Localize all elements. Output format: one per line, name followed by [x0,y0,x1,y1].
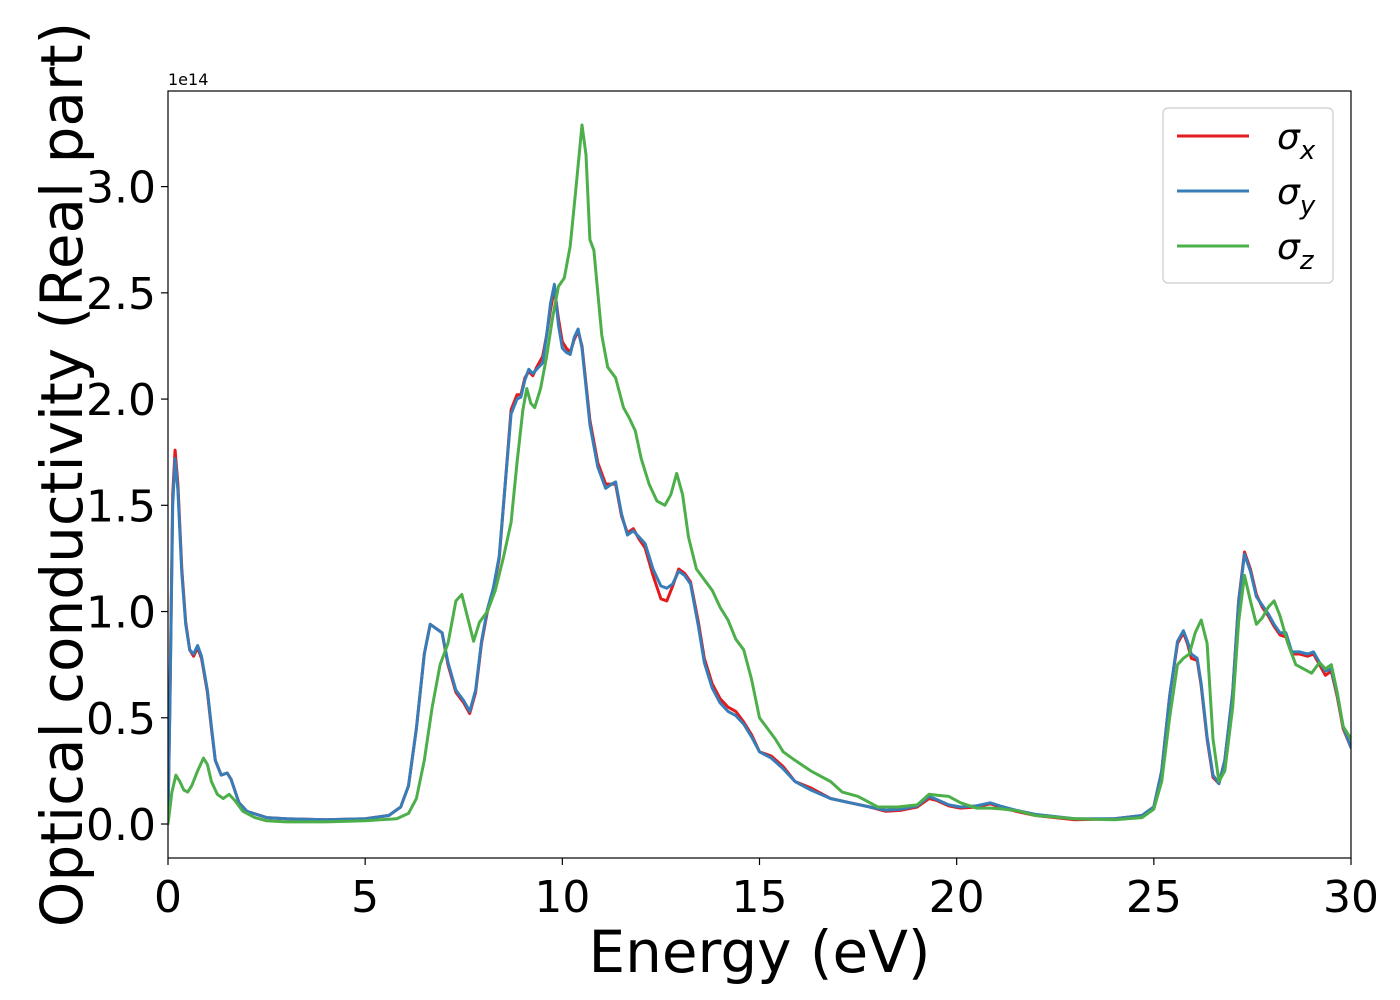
y-axis-label: Optical conductivity (Real part) [28,22,96,927]
series-line-y [168,282,1351,822]
y-tick-label: 1.5 [86,481,156,532]
legend-symbol: σ [1277,172,1301,213]
y-offset-label: 1e14 [168,70,208,89]
y-tick-label: 2.0 [86,375,156,426]
y-tick-label: 1.0 [86,588,156,639]
series-line-z [168,123,1351,826]
x-tick-label: 15 [732,872,788,923]
legend-label-x: σx [1277,117,1316,166]
y-tick-label: 0.0 [86,800,156,851]
series-line-x [168,287,1351,822]
x-tick-label: 10 [534,872,590,923]
x-tick-label: 25 [1126,872,1182,923]
legend-subscript: y [1299,191,1316,221]
y-tick-label: 0.5 [86,694,156,745]
legend-symbol: σ [1277,117,1301,158]
x-tick-label: 0 [154,872,182,923]
y-tick-label: 2.5 [86,269,156,320]
legend-symbol: σ [1277,227,1301,268]
x-axis-label: Energy (eV) [588,918,930,986]
legend-label-y: σy [1277,172,1316,221]
x-tick-label: 5 [351,872,379,923]
series-layer [168,123,1351,826]
legend-subscript: z [1299,246,1315,276]
legend-label-z: σz [1277,227,1315,276]
x-tick-label: 30 [1323,872,1379,923]
y-tick-label: 3.0 [86,163,156,214]
legend-subscript: x [1299,136,1316,166]
legend-box [1162,107,1334,284]
ticks-layer: 0 5 10 15 20 25 30 0.0 0.5 1.0 1.5 2.0 2.5 3.0 [86,163,1379,923]
x-tick-label: 20 [929,872,985,923]
